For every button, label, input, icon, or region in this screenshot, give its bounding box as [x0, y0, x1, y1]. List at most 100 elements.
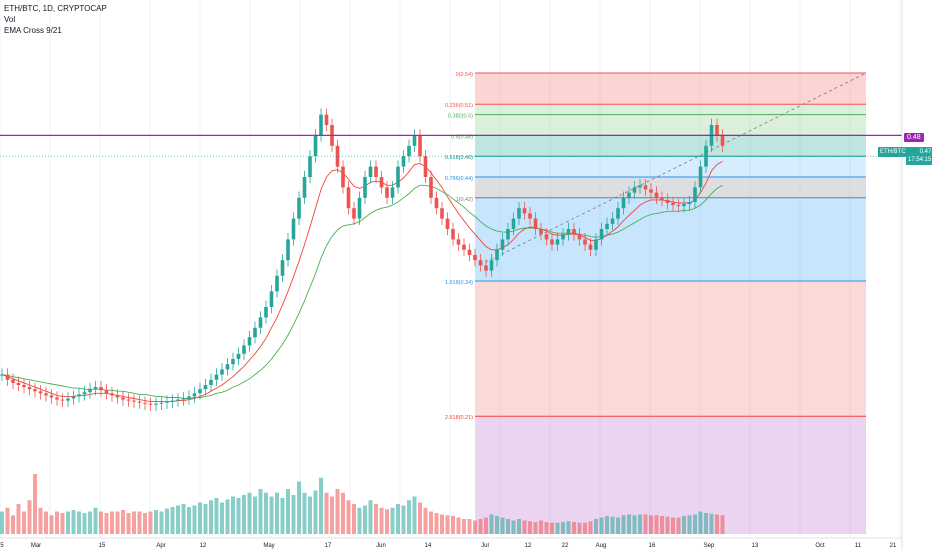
candle-body — [693, 187, 697, 202]
volume-bar — [115, 511, 120, 534]
fib-zone — [475, 135, 866, 157]
candle-body — [539, 229, 543, 235]
candle-body — [115, 395, 120, 398]
fib-zone — [475, 114, 866, 136]
volume-bar — [352, 504, 356, 534]
candle-body — [390, 187, 395, 198]
volume-bar — [577, 522, 582, 534]
fib-zone — [475, 197, 866, 281]
symbol-tag-name: ETH/BTC — [880, 149, 906, 155]
candle-body — [374, 166, 378, 177]
candle-body — [231, 359, 235, 365]
fibonacci-retracement[interactable]: 0(0.54) 0.236(0.51) 0.382(0.5) 0.5(0.48) 0.6… — [445, 72, 867, 534]
volume-bar — [55, 511, 59, 534]
volume-bar — [22, 511, 26, 534]
volume-bar — [385, 509, 389, 534]
candle-body — [605, 223, 609, 229]
candle-body — [346, 187, 351, 209]
candle-body — [77, 394, 81, 397]
volume-bar — [473, 520, 477, 534]
volume-bar — [110, 511, 114, 534]
volume-bar — [308, 496, 312, 534]
bar-countdown: 17:54:15 — [908, 157, 932, 163]
time-tick-label: Sep — [704, 543, 715, 549]
volume-bar — [687, 515, 692, 534]
volume-bar — [434, 513, 439, 534]
candle-body — [319, 114, 323, 136]
candle-body — [264, 307, 268, 318]
candle-body — [533, 218, 538, 229]
time-tick-label: Mar — [31, 543, 41, 549]
volume-bar — [297, 481, 301, 534]
volume-bar — [396, 504, 400, 534]
volume-bar — [170, 507, 175, 534]
time-tick-label: Jun — [376, 543, 386, 549]
candle-body — [555, 239, 560, 245]
candle-body — [110, 393, 114, 396]
candle-body — [341, 166, 345, 188]
volume-bar — [82, 513, 87, 534]
volume-bar — [676, 517, 681, 534]
volume-bar — [539, 520, 543, 534]
candle-body — [473, 255, 477, 261]
current-price: 0.47 — [919, 149, 932, 155]
volume-bar — [649, 515, 653, 534]
candle-body — [236, 353, 241, 359]
volume-bar — [423, 507, 428, 534]
volume-bar — [456, 517, 461, 534]
volume-bar — [654, 515, 659, 534]
candle-body — [104, 390, 109, 394]
time-tick-label: 12 — [525, 543, 532, 549]
volume-bar — [550, 522, 554, 534]
volume-bar — [704, 513, 708, 534]
volume-bar — [698, 511, 703, 534]
candle-body — [225, 364, 230, 370]
volume-bar — [478, 519, 483, 534]
volume-bar — [412, 496, 417, 534]
candle-body — [291, 218, 296, 240]
horizontal-line-group[interactable] — [0, 134, 902, 157]
candle-body — [143, 402, 147, 404]
candle-body — [148, 403, 153, 405]
candle-body — [242, 345, 246, 354]
candle-body — [643, 185, 648, 190]
candle-body — [16, 382, 21, 385]
time-tick-label: May — [263, 543, 274, 549]
candle-body — [528, 213, 532, 219]
candle-body — [698, 166, 703, 188]
candle-body — [170, 400, 175, 402]
volume-bar — [33, 474, 37, 534]
volume-bar — [462, 519, 466, 534]
candle-body — [5, 374, 10, 380]
candle-body — [297, 197, 301, 219]
volume-bar — [616, 517, 620, 534]
volume-bar — [242, 495, 246, 534]
volume-bar — [660, 516, 664, 534]
volume-bar — [38, 507, 43, 534]
candle-body — [495, 249, 499, 261]
candle-body — [88, 389, 92, 393]
candle-body — [610, 218, 615, 224]
volume-bar — [528, 521, 532, 534]
volume-bar — [429, 511, 433, 534]
volume-bar — [11, 515, 15, 534]
volume-indicator-label: Vol — [4, 15, 16, 24]
candle-body — [665, 199, 670, 203]
volume-bar — [627, 514, 631, 534]
candle-body — [203, 385, 208, 390]
time-axis[interactable]: 5 Mar 15 Apr 12 May 17 Jun 14 Jul 12 22 Aug 16 Sep 13 Oc… — [0, 537, 902, 549]
volume-bar — [291, 495, 296, 534]
volume-bar — [588, 521, 593, 534]
time-tick-label: 14 — [425, 543, 432, 549]
candle-body — [588, 244, 593, 250]
candle-body — [66, 398, 70, 401]
volume-bar — [319, 477, 323, 534]
candle-body — [126, 399, 131, 401]
horizontal-line-price-tag: 0.48 — [904, 133, 924, 142]
time-tick-label: 15 — [99, 543, 106, 549]
volume-bar — [187, 507, 191, 534]
chart-legend: ETH/BTC, 1D, CRYPTOCAP Vol EMA Cross 9/2… — [4, 3, 107, 36]
candle-body — [440, 208, 444, 219]
volume-bar — [313, 490, 318, 534]
